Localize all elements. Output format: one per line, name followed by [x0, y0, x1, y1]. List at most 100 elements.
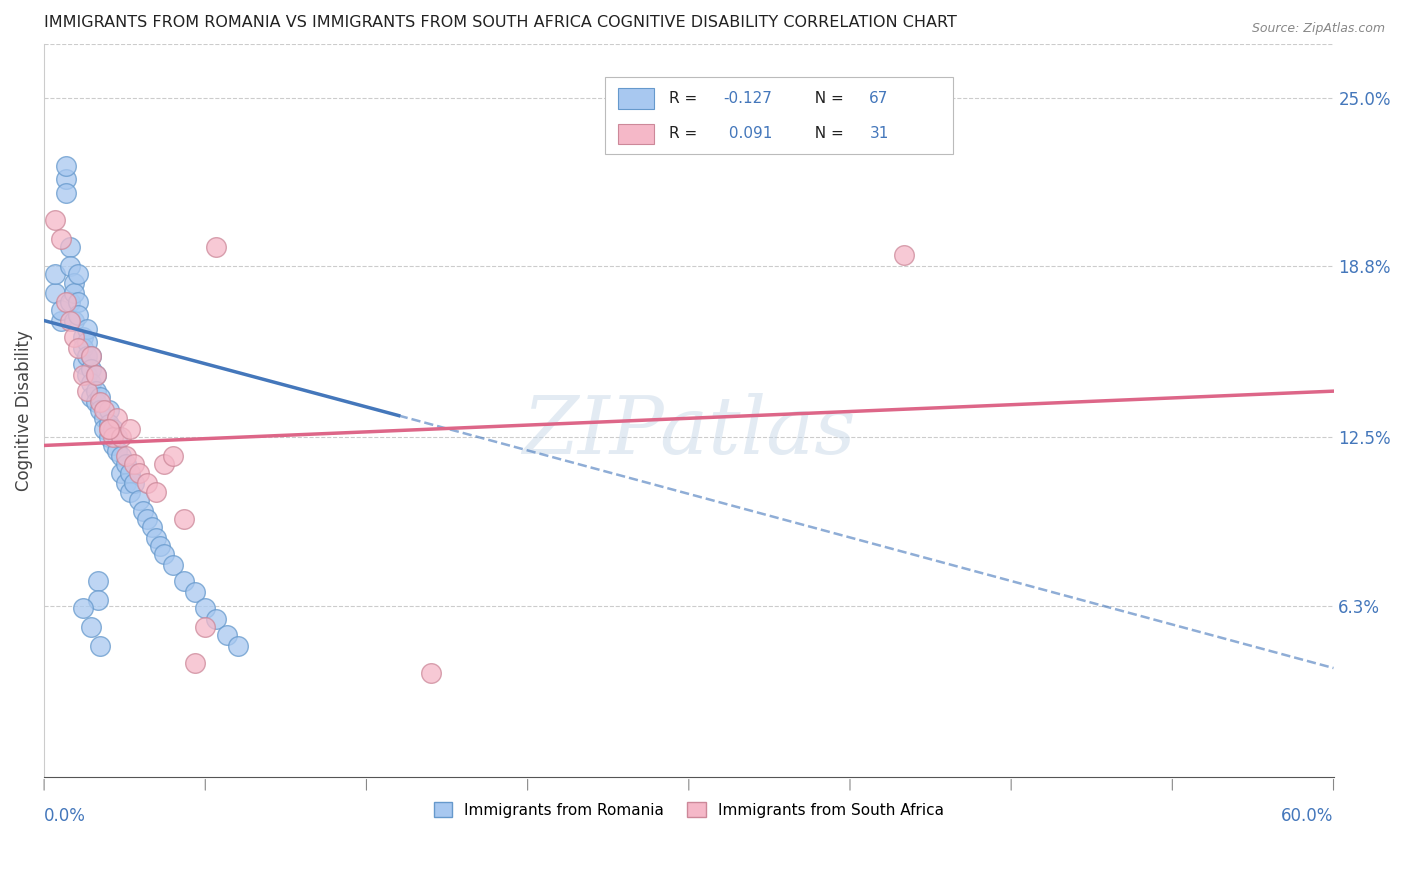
- Point: [55, 159, 77, 173]
- Point: [63, 313, 86, 327]
- Point: [153, 458, 176, 472]
- Point: [120, 484, 142, 499]
- Point: [97, 403, 120, 417]
- Text: 31: 31: [869, 127, 889, 141]
- Point: [59, 240, 82, 254]
- Point: [93, 403, 115, 417]
- Point: [205, 612, 228, 626]
- Point: [55, 294, 77, 309]
- Point: [67, 294, 90, 309]
- Point: [80, 349, 103, 363]
- Text: R =: R =: [669, 127, 703, 141]
- Bar: [617, 124, 654, 145]
- Point: [89, 395, 111, 409]
- Point: [63, 276, 86, 290]
- Point: [226, 640, 249, 654]
- Point: [80, 390, 103, 404]
- Point: [124, 476, 146, 491]
- Point: [84, 395, 107, 409]
- Point: [67, 268, 90, 282]
- Point: [110, 430, 132, 444]
- Point: [80, 376, 103, 390]
- Point: [67, 308, 90, 322]
- Point: [51, 302, 73, 317]
- Point: [44, 213, 66, 227]
- Text: ZIPatlas: ZIPatlas: [522, 393, 856, 471]
- Point: [84, 384, 107, 399]
- Point: [128, 492, 150, 507]
- Point: [72, 330, 94, 344]
- Point: [51, 313, 73, 327]
- Text: 60.0%: 60.0%: [1281, 807, 1333, 825]
- Point: [67, 341, 90, 355]
- Text: N =: N =: [804, 91, 848, 106]
- Point: [44, 268, 66, 282]
- Point: [136, 512, 159, 526]
- Point: [55, 172, 77, 186]
- Point: [59, 313, 82, 327]
- Point: [120, 466, 142, 480]
- Point: [183, 656, 205, 670]
- Point: [205, 240, 228, 254]
- Point: [97, 422, 120, 436]
- Point: [132, 503, 155, 517]
- Point: [162, 450, 184, 464]
- Point: [72, 341, 94, 355]
- Text: IMMIGRANTS FROM ROMANIA VS IMMIGRANTS FROM SOUTH AFRICA COGNITIVE DISABILITY COR: IMMIGRANTS FROM ROMANIA VS IMMIGRANTS FR…: [44, 15, 957, 30]
- Point: [84, 368, 107, 382]
- Point: [55, 186, 77, 200]
- Point: [145, 484, 167, 499]
- Point: [80, 349, 103, 363]
- Point: [114, 458, 136, 472]
- Text: N =: N =: [804, 127, 848, 141]
- Point: [120, 422, 142, 436]
- Point: [76, 322, 98, 336]
- Point: [72, 601, 94, 615]
- Point: [63, 286, 86, 301]
- Text: 0.091: 0.091: [724, 127, 772, 141]
- Point: [153, 547, 176, 561]
- Point: [87, 593, 110, 607]
- Point: [173, 512, 195, 526]
- Point: [173, 574, 195, 589]
- Point: [893, 248, 915, 262]
- Point: [51, 232, 73, 246]
- Text: 67: 67: [869, 91, 889, 106]
- Point: [128, 466, 150, 480]
- Y-axis label: Cognitive Disability: Cognitive Disability: [15, 330, 32, 491]
- Point: [145, 531, 167, 545]
- Point: [105, 411, 128, 425]
- Point: [136, 476, 159, 491]
- Point: [93, 411, 115, 425]
- Point: [80, 620, 103, 634]
- Point: [76, 335, 98, 350]
- Text: -0.127: -0.127: [724, 91, 772, 106]
- Point: [72, 368, 94, 382]
- Point: [110, 466, 132, 480]
- Point: [97, 422, 120, 436]
- Point: [114, 450, 136, 464]
- Point: [97, 417, 120, 431]
- Point: [44, 286, 66, 301]
- Point: [183, 585, 205, 599]
- Point: [80, 362, 103, 376]
- Point: [89, 390, 111, 404]
- Point: [105, 443, 128, 458]
- Point: [76, 349, 98, 363]
- Point: [89, 403, 111, 417]
- Point: [76, 384, 98, 399]
- Point: [101, 438, 124, 452]
- Point: [97, 430, 120, 444]
- Point: [162, 558, 184, 572]
- Point: [141, 520, 163, 534]
- Point: [149, 539, 172, 553]
- Point: [419, 666, 441, 681]
- FancyBboxPatch shape: [605, 77, 953, 153]
- Point: [87, 574, 110, 589]
- Point: [59, 294, 82, 309]
- Point: [93, 422, 115, 436]
- Point: [63, 330, 86, 344]
- Text: R =: R =: [669, 91, 703, 106]
- Point: [76, 368, 98, 382]
- Point: [114, 476, 136, 491]
